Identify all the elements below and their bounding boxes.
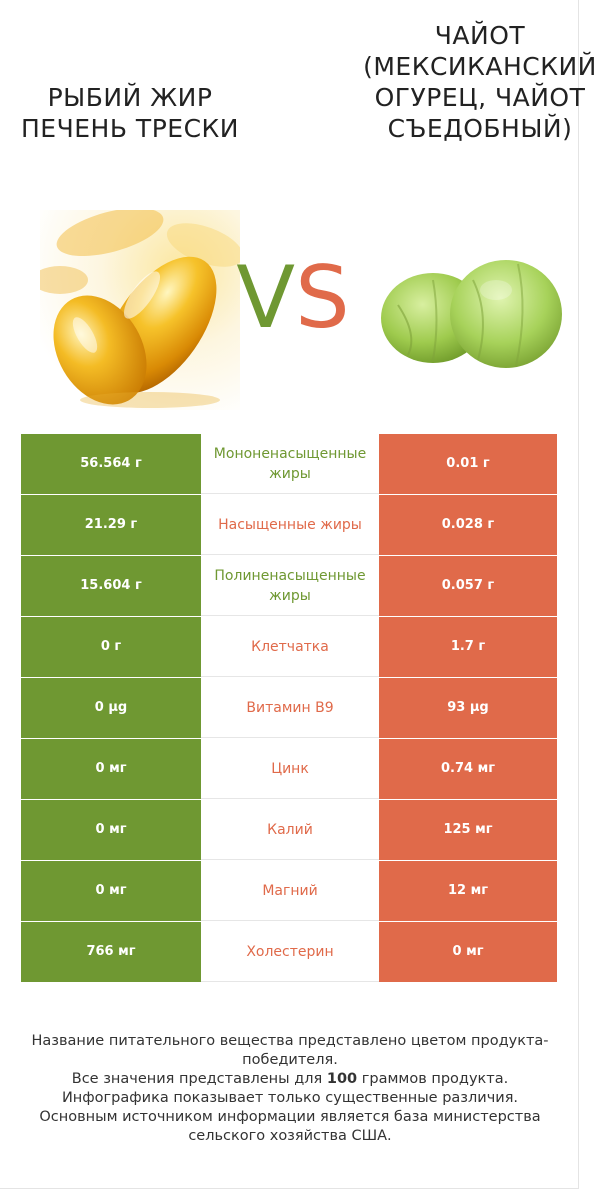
table-row: 21.29 г Насыщенные жиры 0.028 г xyxy=(21,495,557,556)
nutrient-name-cell: Полиненасыщенные жиры xyxy=(201,556,379,616)
nutrient-name: Магний xyxy=(262,882,318,899)
left-value: 766 мг xyxy=(21,922,201,982)
table-row: 0 µg Витамин B9 93 µg xyxy=(21,678,557,739)
footer-line-1: Название питательного вещества представл… xyxy=(31,1033,549,1068)
right-product-title: ЧАЙОТ (МЕКСИКАНСКИЙ ОГУРЕЦ, ЧАЙОТ СЪЕДОБ… xyxy=(363,21,597,143)
nutrient-name-cell: Магний xyxy=(201,861,379,921)
table-row: 0 г Клетчатка 1.7 г xyxy=(21,617,557,678)
right-value: 1.7 г xyxy=(379,617,557,677)
table-row: 0 мг Цинк 0.74 мг xyxy=(21,739,557,800)
nutrient-name-cell: Мононенасыщенные жиры xyxy=(201,434,379,494)
nutrient-name: Полиненасыщенные жиры xyxy=(214,567,366,604)
table-row: 56.564 г Мононенасыщенные жиры 0.01 г xyxy=(21,434,557,495)
left-value: 15.604 г xyxy=(21,556,201,616)
nutrient-name: Цинк xyxy=(271,760,309,777)
right-value: 0.74 мг xyxy=(379,739,557,799)
comparison-table: 56.564 г Мононенасыщенные жиры 0.01 г 21.29… xyxy=(21,434,557,982)
vs-letter-s: S xyxy=(295,248,350,348)
footer-notes: Название питательного вещества представл… xyxy=(20,1032,560,1146)
nutrient-name: Мононенасыщенные жиры xyxy=(213,445,367,482)
table-row: 0 мг Магний 12 мг xyxy=(21,861,557,922)
nutrient-name-cell: Калий xyxy=(201,800,379,860)
right-value: 0 мг xyxy=(379,922,557,982)
nutrient-name: Насыщенные жиры xyxy=(218,516,362,533)
infographic-frame xyxy=(0,0,579,1189)
fish-oil-capsules-image xyxy=(40,210,240,410)
nutrient-name-cell: Цинк xyxy=(201,739,379,799)
footer-line-3: Инфографика показывает только существенн… xyxy=(61,1090,519,1106)
nutrient-name-cell: Насыщенные жиры xyxy=(201,495,379,555)
left-value: 0 мг xyxy=(21,861,201,921)
right-value: 0.057 г xyxy=(379,556,557,616)
left-value: 0 мг xyxy=(21,739,201,799)
table-row: 15.604 г Полиненасыщенные жиры 0.057 г xyxy=(21,556,557,617)
versus-label: VS xyxy=(228,248,358,348)
right-value: 93 µg xyxy=(379,678,557,738)
right-value: 12 мг xyxy=(379,861,557,921)
nutrient-name: Калий xyxy=(267,821,313,838)
right-value: 0.01 г xyxy=(379,434,557,494)
nutrient-name: Клетчатка xyxy=(251,638,329,655)
left-value: 0 µg xyxy=(21,678,201,738)
left-value: 56.564 г xyxy=(21,434,201,494)
left-product-title: РЫБИЙ ЖИР ПЕЧЕНЬ ТРЕСКИ xyxy=(21,83,239,143)
footer-line-2: Все значения представлены для 100 граммо… xyxy=(20,1070,560,1089)
footer-line-2-bold: 100 xyxy=(326,1071,358,1087)
nutrient-name-cell: Витамин B9 xyxy=(201,678,379,738)
left-value: 0 г xyxy=(21,617,201,677)
right-value: 0.028 г xyxy=(379,495,557,555)
footer-line-4: Основным источником информации является … xyxy=(39,1109,541,1144)
nutrient-name: Витамин B9 xyxy=(246,699,334,716)
footer-line-2-pre: Все значения представлены для xyxy=(71,1071,327,1087)
vs-letter-v: V xyxy=(236,248,296,348)
footer-line-2-post: граммов продукта. xyxy=(357,1071,509,1087)
table-row: 766 мг Холестерин 0 мг xyxy=(21,922,557,982)
nutrient-name-cell: Холестерин xyxy=(201,922,379,982)
chayote-image xyxy=(378,250,562,380)
nutrient-name: Холестерин xyxy=(246,943,334,960)
right-value: 125 мг xyxy=(379,800,557,860)
table-row: 0 мг Калий 125 мг xyxy=(21,800,557,861)
nutrient-name-cell: Клетчатка xyxy=(201,617,379,677)
left-value: 21.29 г xyxy=(21,495,201,555)
left-value: 0 мг xyxy=(21,800,201,860)
